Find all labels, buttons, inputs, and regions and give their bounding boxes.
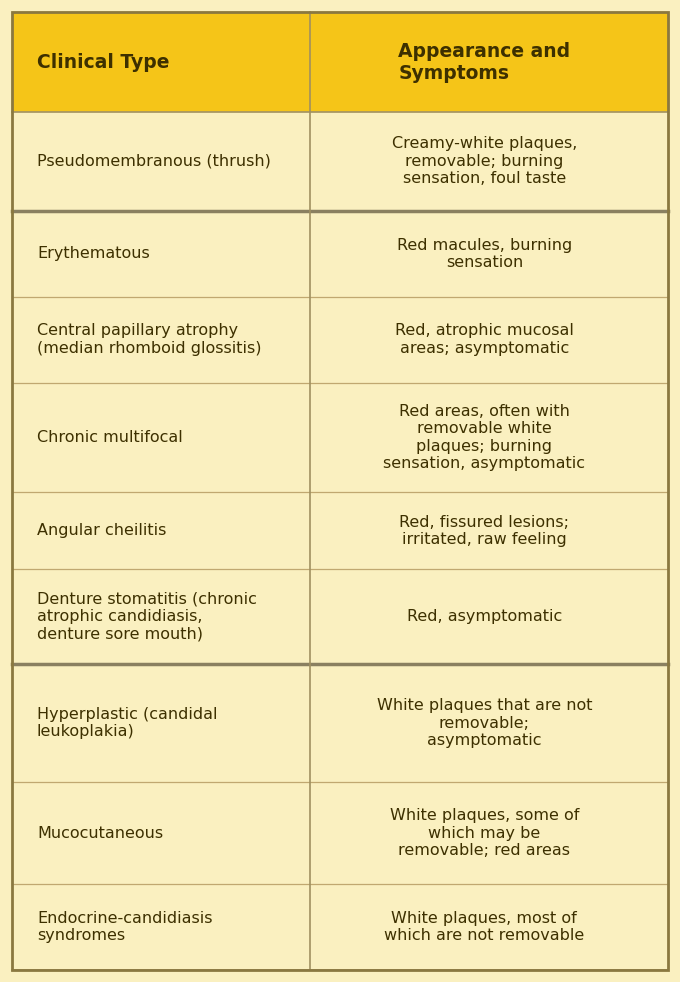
Bar <box>12 12 668 112</box>
Bar <box>12 112 668 970</box>
Text: Endocrine-candidiasis
syndromes: Endocrine-candidiasis syndromes <box>37 911 212 944</box>
Text: White plaques that are not
removable;
asymptomatic: White plaques that are not removable; as… <box>377 698 592 748</box>
Text: Denture stomatitis (chronic
atrophic candidiasis,
denture sore mouth): Denture stomatitis (chronic atrophic can… <box>37 592 257 641</box>
Text: Clinical Type: Clinical Type <box>37 52 169 72</box>
Text: Angular cheilitis: Angular cheilitis <box>37 523 167 538</box>
Text: Creamy-white plaques,
removable; burning
sensation, foul taste: Creamy-white plaques, removable; burning… <box>392 136 577 187</box>
Text: Red areas, often with
removable white
plaques; burning
sensation, asymptomatic: Red areas, often with removable white pl… <box>384 404 585 471</box>
Text: Chronic multifocal: Chronic multifocal <box>37 430 183 445</box>
Text: Red, fissured lesions;
irritated, raw feeling: Red, fissured lesions; irritated, raw fe… <box>399 515 569 547</box>
Text: Pseudomembranous (thrush): Pseudomembranous (thrush) <box>37 154 271 169</box>
Text: White plaques, some of
which may be
removable; red areas: White plaques, some of which may be remo… <box>390 808 579 858</box>
Text: Erythematous: Erythematous <box>37 246 150 261</box>
Text: Appearance and
Symptoms: Appearance and Symptoms <box>398 41 571 82</box>
Text: Mucocutaneous: Mucocutaneous <box>37 826 163 841</box>
Text: Hyperplastic (candidal
leukoplakia): Hyperplastic (candidal leukoplakia) <box>37 707 218 739</box>
Text: Central papillary atrophy
(median rhomboid glossitis): Central papillary atrophy (median rhombo… <box>37 323 261 355</box>
Text: Red macules, burning
sensation: Red macules, burning sensation <box>396 238 572 270</box>
Text: Red, asymptomatic: Red, asymptomatic <box>407 609 562 625</box>
Text: Red, atrophic mucosal
areas; asymptomatic: Red, atrophic mucosal areas; asymptomati… <box>395 323 574 355</box>
Text: White plaques, most of
which are not removable: White plaques, most of which are not rem… <box>384 911 584 944</box>
